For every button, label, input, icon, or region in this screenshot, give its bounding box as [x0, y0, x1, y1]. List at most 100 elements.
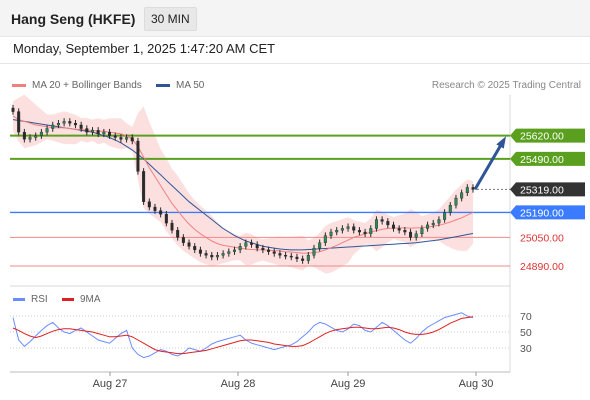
candle-body — [22, 131, 26, 140]
candle-body — [357, 230, 361, 233]
candle-body — [352, 226, 356, 231]
candle-body — [323, 235, 327, 243]
level-label-box-1 — [510, 151, 585, 166]
candle-body — [34, 135, 38, 138]
candle-body — [431, 222, 435, 226]
candle-body — [426, 224, 430, 229]
candle-body — [301, 258, 305, 261]
ma50-line — [12, 119, 474, 251]
candle-body — [312, 247, 316, 256]
candle-body — [386, 221, 390, 226]
candle-body — [102, 131, 106, 135]
candle-body — [113, 135, 117, 138]
rsi-tick-70: 70 — [520, 311, 532, 323]
candle-body — [391, 224, 395, 229]
legend-rsi: RSI — [13, 294, 48, 305]
candle-body — [130, 137, 134, 142]
projection-arrow-shaft — [473, 138, 506, 191]
research-credit: Research © 2025 Trading Central — [431, 80, 581, 91]
candle-body — [363, 231, 367, 235]
candle-body — [232, 249, 236, 252]
level-label-4: 25050.00 — [520, 232, 564, 244]
candle-body — [85, 128, 89, 133]
level-label-box-0 — [510, 128, 585, 143]
candle-body — [91, 130, 95, 133]
candle-body — [244, 242, 248, 247]
header-divider — [0, 63, 590, 64]
candle-body — [437, 219, 441, 224]
candle-body — [11, 107, 15, 112]
candle-body — [443, 212, 447, 220]
rsi-line — [12, 312, 474, 359]
rsi-tick-30: 30 — [520, 343, 532, 355]
x-tick-label: Aug 30 — [459, 378, 494, 390]
candle-body — [56, 122, 60, 126]
candle-body — [374, 219, 378, 229]
candle-body — [221, 253, 225, 256]
interval-button[interactable]: 30 MIN — [144, 7, 197, 31]
candle-body — [136, 140, 140, 172]
candle-body — [153, 206, 157, 211]
candle-body — [79, 124, 83, 129]
candle-body — [250, 242, 254, 245]
candle-body — [403, 230, 407, 233]
candle-body — [278, 253, 282, 256]
candle-body — [261, 247, 265, 251]
candle-body — [147, 201, 151, 208]
datetime-text: Monday, September 1, 2025 1:47:20 AM CET — [13, 41, 276, 56]
candle-body — [420, 228, 424, 235]
candle-body — [369, 228, 373, 235]
rsi-tick-50: 50 — [520, 327, 532, 339]
candle-body — [215, 255, 219, 258]
candle-body — [142, 171, 146, 202]
candle-body — [176, 230, 180, 238]
candle-body — [227, 251, 231, 254]
ma50-swatch — [156, 84, 170, 87]
rsi-label: RSI — [31, 294, 48, 305]
candle-body — [51, 124, 55, 129]
candle-body — [125, 137, 129, 140]
candle-body — [397, 228, 401, 231]
level-label-5: 24890.00 — [520, 261, 564, 273]
candle-body — [409, 231, 413, 238]
candle-body — [17, 111, 21, 133]
candle-body — [380, 219, 384, 222]
candle-body — [454, 197, 458, 206]
x-tick-label: Aug 29 — [331, 378, 366, 390]
bollinger-band — [13, 94, 473, 274]
ma9-label: 9MA — [80, 294, 101, 305]
candle-body — [68, 121, 72, 124]
projection-arrow-head — [496, 136, 507, 149]
candle-body — [255, 244, 259, 249]
chart-header: Hang Seng (HKFE) 30 MIN — [0, 0, 590, 37]
candle-body — [45, 128, 49, 133]
x-tick-label: Aug 28 — [221, 378, 256, 390]
candle-body — [164, 213, 168, 224]
candle-body — [187, 242, 191, 247]
candle-body — [267, 249, 271, 252]
level-label-2: 25319.00 — [520, 184, 564, 196]
level-label-1: 25490.00 — [520, 154, 564, 166]
candle-body — [62, 121, 66, 124]
candle-body — [170, 222, 174, 231]
candle-body — [465, 187, 469, 193]
candle-body — [318, 242, 322, 249]
candle-body — [460, 192, 464, 199]
instrument-title: Hang Seng (HKFE) — [11, 11, 136, 27]
candle-body — [414, 233, 418, 238]
level-label-3: 25190.00 — [520, 207, 564, 219]
candle-body — [198, 249, 202, 254]
x-tick-label: Aug 27 — [93, 378, 128, 390]
candle-body — [181, 237, 185, 243]
candle-body — [108, 131, 112, 136]
rsi-ma-line — [12, 316, 474, 355]
ma20-swatch — [12, 84, 26, 87]
candle-body — [284, 255, 288, 257]
legend-ma20: MA 20 + Bollinger Bands — [12, 80, 142, 91]
legend-ma9: 9MA — [62, 294, 101, 305]
level-label-0: 25620.00 — [520, 131, 564, 143]
candle-body — [346, 226, 350, 229]
candle-body — [39, 131, 43, 136]
candle-body — [193, 246, 197, 251]
